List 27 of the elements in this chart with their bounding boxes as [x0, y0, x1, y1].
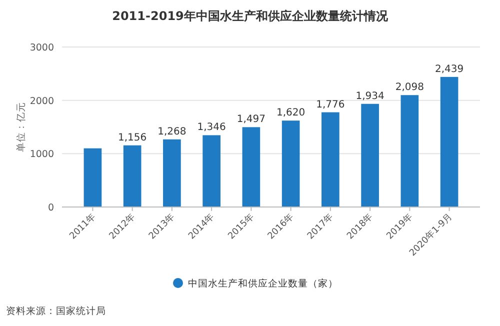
bar: [282, 120, 300, 207]
data-label: 1,346: [197, 122, 226, 134]
bar: [163, 139, 181, 207]
bar: [84, 148, 102, 207]
bar: [123, 145, 142, 207]
bar: [440, 76, 458, 207]
legend-label: 中国水生产和供应企业数量（家）: [188, 278, 338, 290]
bar: [322, 112, 340, 207]
y-tick-label: 2000: [30, 96, 54, 107]
data-label: 2,439: [434, 64, 464, 75]
data-label: 1,497: [236, 114, 266, 126]
data-label: 1,268: [158, 126, 186, 138]
bar: [400, 95, 419, 207]
data-label: 1,776: [316, 99, 345, 110]
bar: [361, 104, 379, 207]
y-tick-label: 3000: [30, 42, 54, 54]
data-label: 1,156: [118, 132, 147, 144]
text: 资料来源：国家统计局: [6, 305, 106, 317]
data-label: 2,098: [395, 82, 424, 94]
y-axis-title: 单位：亿元: [15, 102, 27, 152]
data-label: 1,934: [356, 90, 384, 102]
y-tick-label: 0: [48, 202, 54, 214]
bar: [202, 135, 220, 207]
y-tick-label: 1000: [30, 149, 54, 160]
data-label: 1,620: [276, 108, 306, 119]
chart-title: 2011-2019年中国水生产和供应企业数量统计情况: [112, 9, 389, 23]
bar: [242, 127, 260, 207]
